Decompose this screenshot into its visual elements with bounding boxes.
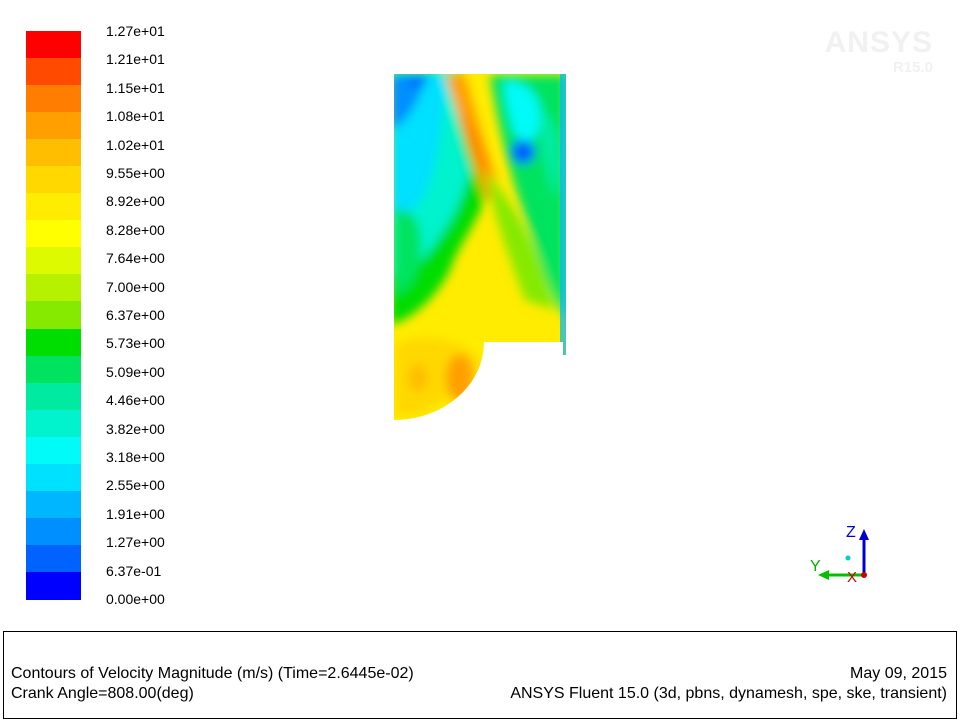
- colorbar-band: [26, 247, 81, 276]
- z-axis-label: Z: [846, 524, 856, 541]
- axis-triad: Z Y X: [810, 524, 869, 586]
- watermark-version: R15.0: [892, 59, 933, 76]
- colorbar-band: [26, 193, 81, 222]
- colorbar-band: [26, 58, 81, 87]
- colorbar-band: [26, 31, 81, 59]
- colorbar-band: [26, 571, 81, 600]
- colorbar-label: 0.00e+00: [106, 591, 165, 607]
- colorbar-band: [26, 544, 81, 573]
- colorbar-band: [26, 139, 81, 168]
- x-axis-origin: [861, 572, 867, 578]
- colorbar-band: [26, 490, 81, 519]
- graphics-viewport[interactable]: 1.27e+01 1.21e+01 1.15e+01 1.08e+01 1.02e+01…: [0, 0, 960, 628]
- velocity-contour-plot: [394, 74, 566, 420]
- caption-crank-angle: Crank Angle=808.00(deg): [11, 685, 194, 702]
- colorbar-band: [26, 301, 81, 330]
- caption-date: May 09, 2015: [850, 665, 947, 682]
- colorbar-band: [26, 436, 81, 465]
- colorbar-label: 1.27e+01: [106, 23, 165, 39]
- colorbar-band: [26, 355, 81, 384]
- colorbar-band: [26, 382, 81, 411]
- y-axis-label: Y: [810, 558, 821, 575]
- colorbar-band: [26, 220, 81, 249]
- colorbar-band: [26, 328, 81, 357]
- colorbar-label: 1.15e+01: [106, 79, 165, 96]
- colorbar-label: 1.91e+00: [106, 505, 165, 522]
- caption-solver-info: ANSYS Fluent 15.0 (3d, pbns, dynamesh, s…: [510, 685, 947, 702]
- colorbar-band: [26, 517, 81, 546]
- colorbar-band: [26, 112, 81, 141]
- x-axis-label: X: [847, 569, 857, 586]
- colorbar-label: 9.55e+00: [106, 165, 165, 181]
- colorbar-label: 1.08e+01: [106, 108, 165, 125]
- colorbar: [26, 31, 81, 600]
- colorbar-band: [26, 85, 81, 114]
- colorbar-label: 5.73e+00: [106, 335, 165, 352]
- colorbar-label: 1.02e+01: [106, 136, 165, 153]
- caption-title: Contours of Velocity Magnitude (m/s) (Ti…: [11, 665, 414, 682]
- z-axis-arrow: [859, 529, 869, 540]
- y-axis-arrow: [818, 570, 829, 580]
- colorbar-label: 6.37e+00: [106, 307, 165, 323]
- ansys-watermark: ANSYS R15.0: [818, 26, 933, 76]
- colorbar-label: 1.27e+00: [106, 534, 165, 551]
- colorbar-label: 3.82e+00: [106, 420, 165, 437]
- colorbar-label: 7.64e+00: [106, 250, 165, 267]
- colorbar-label: 2.55e+00: [106, 477, 165, 494]
- colorbar-band: [26, 409, 81, 438]
- watermark-brand: ANSYS: [824, 26, 933, 59]
- colorbar-label: 7.00e+00: [106, 278, 165, 295]
- colorbar-label: 1.21e+01: [106, 51, 165, 68]
- colorbar-band: [26, 166, 81, 195]
- colorbar-label: 5.09e+00: [106, 363, 165, 380]
- colorbar-label: 8.28e+00: [106, 221, 165, 238]
- view-center-dot: [845, 555, 851, 561]
- colorbar-band: [26, 463, 81, 492]
- colorbar-label: 4.46e+00: [106, 392, 165, 409]
- caption-box: Contours of Velocity Magnitude (m/s) (Ti…: [3, 631, 957, 719]
- colorbar-label: 6.37e-01: [106, 562, 162, 579]
- colorbar-label: 8.92e+00: [106, 193, 165, 210]
- colorbar-band: [26, 274, 81, 303]
- colorbar-label: 3.18e+00: [106, 449, 165, 465]
